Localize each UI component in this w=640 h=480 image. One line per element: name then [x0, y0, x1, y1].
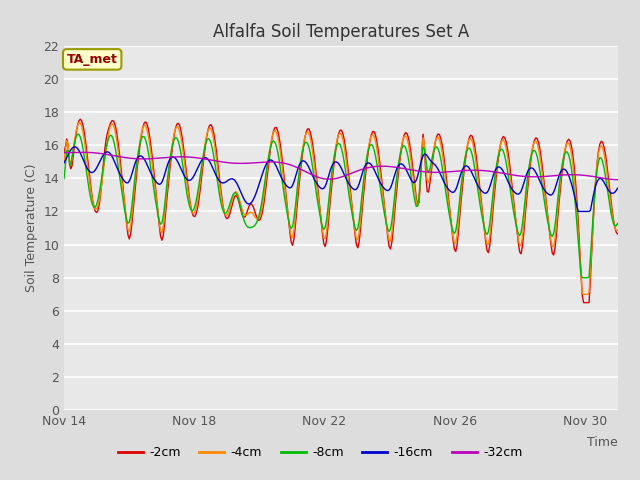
Legend: -2cm, -4cm, -8cm, -16cm, -32cm: -2cm, -4cm, -8cm, -16cm, -32cm: [113, 441, 527, 464]
Title: Alfalfa Soil Temperatures Set A: Alfalfa Soil Temperatures Set A: [212, 23, 469, 41]
Text: Time: Time: [587, 436, 618, 449]
Y-axis label: Soil Temperature (C): Soil Temperature (C): [25, 164, 38, 292]
Text: TA_met: TA_met: [67, 53, 118, 66]
